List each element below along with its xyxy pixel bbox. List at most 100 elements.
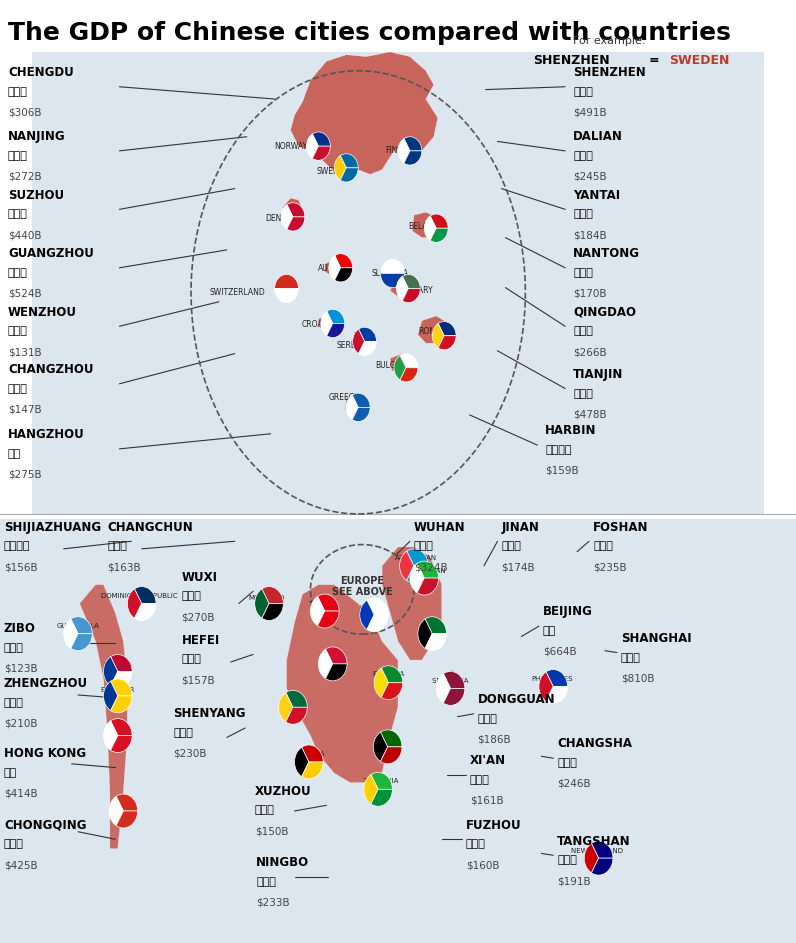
Wedge shape <box>404 137 422 151</box>
Wedge shape <box>403 274 420 289</box>
Text: FINLAND: FINLAND <box>385 146 419 156</box>
Text: WUXI: WUXI <box>181 571 217 584</box>
Wedge shape <box>295 747 309 777</box>
Wedge shape <box>400 368 418 382</box>
Text: UZBEKISTAN: UZBEKISTAN <box>403 568 446 573</box>
Text: $156B: $156B <box>4 562 37 572</box>
Text: 香港: 香港 <box>4 768 18 778</box>
Polygon shape <box>390 354 416 373</box>
Wedge shape <box>310 596 325 626</box>
Wedge shape <box>302 745 323 762</box>
Wedge shape <box>396 276 408 301</box>
Text: GUATEMALA: GUATEMALA <box>57 623 100 629</box>
Wedge shape <box>275 274 298 289</box>
Wedge shape <box>255 588 269 619</box>
Text: $270B: $270B <box>181 612 215 622</box>
Text: $275B: $275B <box>8 470 41 480</box>
Text: CHANGCHUN: CHANGCHUN <box>107 521 193 534</box>
Polygon shape <box>594 845 603 862</box>
Wedge shape <box>381 683 403 700</box>
Text: AZERBAIJAN: AZERBAIJAN <box>396 555 437 561</box>
Wedge shape <box>286 707 307 724</box>
Text: CHONGQING: CHONGQING <box>4 819 87 832</box>
Text: 杭州: 杭州 <box>8 449 21 459</box>
Wedge shape <box>443 671 465 688</box>
Text: $491B: $491B <box>573 108 607 118</box>
Text: NANTONG: NANTONG <box>573 247 640 260</box>
Text: 长春市: 长春市 <box>107 541 127 552</box>
Text: SUZHOU: SUZHOU <box>8 189 64 202</box>
Text: ECUADOR: ECUADOR <box>100 687 135 693</box>
Wedge shape <box>111 679 132 696</box>
Text: 长沙市: 长沙市 <box>557 758 577 769</box>
Text: $246B: $246B <box>557 779 591 789</box>
Text: SLOVAKIA: SLOVAKIA <box>372 269 408 278</box>
Polygon shape <box>412 212 442 238</box>
Text: 北京: 北京 <box>543 626 556 637</box>
Text: 南京市: 南京市 <box>8 151 28 161</box>
Wedge shape <box>326 309 345 323</box>
Text: 合肥市: 合肥市 <box>181 654 201 665</box>
Text: 上海市: 上海市 <box>621 653 641 663</box>
Text: 常州市: 常州市 <box>8 384 28 394</box>
Text: $306B: $306B <box>8 108 41 118</box>
Text: ROMANIA: ROMANIA <box>418 327 455 337</box>
Text: 郑州市: 郑州市 <box>4 698 24 708</box>
Text: U.A.E.: U.A.E. <box>423 624 444 630</box>
Wedge shape <box>380 730 402 747</box>
Wedge shape <box>432 323 444 348</box>
Text: BULGARIA: BULGARIA <box>376 361 414 371</box>
Polygon shape <box>80 585 127 849</box>
Wedge shape <box>329 256 341 280</box>
Wedge shape <box>341 168 358 182</box>
Text: SRI LANKA: SRI LANKA <box>432 678 469 684</box>
Text: CROATIA: CROATIA <box>302 320 335 329</box>
Wedge shape <box>286 690 307 707</box>
Polygon shape <box>283 198 304 222</box>
Wedge shape <box>306 134 318 158</box>
Text: SWITZERLAND: SWITZERLAND <box>209 288 265 297</box>
Wedge shape <box>111 719 132 736</box>
Polygon shape <box>546 670 557 687</box>
Text: PHILIPPINES: PHILIPPINES <box>531 676 572 682</box>
Text: NINGBO: NINGBO <box>256 856 310 869</box>
Text: 哈尔滨市: 哈尔滨市 <box>545 445 572 455</box>
Text: BELARUS: BELARUS <box>408 222 443 231</box>
Text: XUZHOU: XUZHOU <box>255 785 311 798</box>
Text: $174B: $174B <box>501 562 535 572</box>
Wedge shape <box>341 154 358 168</box>
Wedge shape <box>116 811 138 828</box>
Text: $210B: $210B <box>4 719 37 729</box>
Wedge shape <box>318 649 333 679</box>
Wedge shape <box>358 341 377 356</box>
Text: SERBIA: SERBIA <box>337 340 364 350</box>
Wedge shape <box>334 268 353 282</box>
Wedge shape <box>111 696 132 713</box>
Text: FOSHAN: FOSHAN <box>593 521 649 534</box>
Text: $184B: $184B <box>573 230 607 240</box>
Text: NORWAY: NORWAY <box>274 141 307 151</box>
Text: SWEDEN: SWEDEN <box>669 54 729 67</box>
Text: CHILE: CHILE <box>113 803 134 809</box>
Wedge shape <box>407 566 428 583</box>
Text: ANGOLA: ANGOLA <box>295 752 326 757</box>
Wedge shape <box>374 668 388 698</box>
Polygon shape <box>345 394 368 413</box>
Text: SHANGHAI: SHANGHAI <box>621 632 692 645</box>
Text: 青岛市: 青岛市 <box>573 326 593 337</box>
Text: $131B: $131B <box>8 347 41 357</box>
Wedge shape <box>439 322 456 336</box>
Text: The GDP of Chinese cities compared with countries: The GDP of Chinese cities compared with … <box>8 21 731 44</box>
Wedge shape <box>373 732 388 762</box>
Text: PERU: PERU <box>108 725 127 731</box>
Text: 沈阳市: 沈阳市 <box>174 728 193 738</box>
Wedge shape <box>312 146 330 160</box>
Text: HARBIN: HARBIN <box>545 424 597 438</box>
Text: DALIAN: DALIAN <box>573 130 623 143</box>
Text: $245B: $245B <box>573 172 607 182</box>
Text: YANTAI: YANTAI <box>573 189 620 202</box>
Wedge shape <box>116 794 138 811</box>
Wedge shape <box>380 747 402 764</box>
Text: 深圳市: 深圳市 <box>573 87 593 97</box>
Wedge shape <box>546 670 568 687</box>
